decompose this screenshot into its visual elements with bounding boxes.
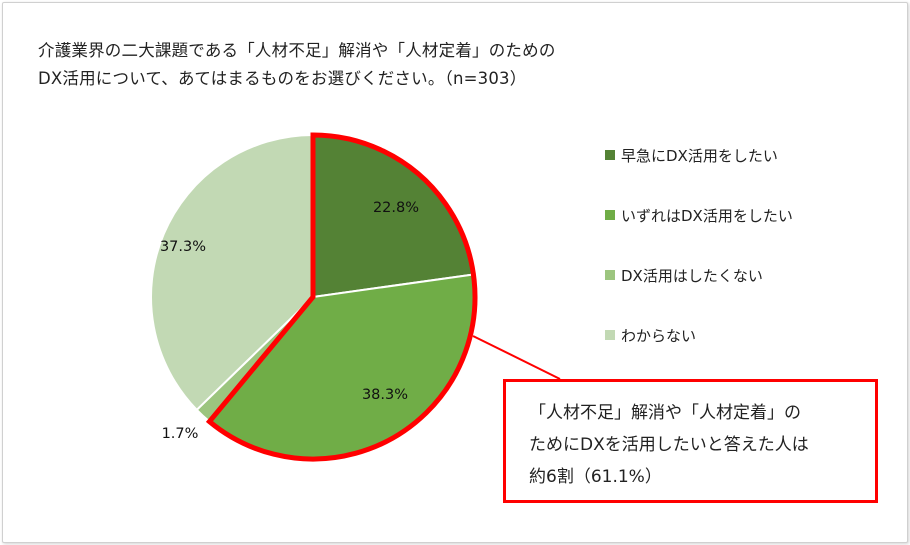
legend-label: 早急にDX活用をしたい (621, 146, 778, 165)
legend-swatch (605, 270, 615, 280)
callout-leader-line (472, 335, 561, 380)
callout-box: 「人材不足」解消や「人材定着」の ためにDXを活用したいと答えた人は 約6割（6… (503, 379, 878, 503)
highlight-outline (205, 132, 478, 462)
chart-title-line-1: 介護業界の二大課題である「人材不足」解消や「人材定着」のための (38, 41, 556, 60)
pie-slice-urgent (312, 133, 475, 299)
legend-swatch (605, 150, 615, 160)
legend-swatch (605, 210, 615, 220)
callout-text-line-3: 約6割（61.1%） (529, 467, 662, 487)
legend-item-unknown: わからない (605, 325, 696, 345)
legend-item-urgent: 早急にDX活用をしたい (605, 145, 778, 165)
legend-item-no: DX活用はしたくない (605, 265, 763, 285)
pie-slice-unknown (150, 133, 314, 412)
data-label-urgent: 22.8% (373, 200, 419, 216)
legend-item-eventually: いずれはDX活用をしたい (605, 205, 793, 225)
data-label-no: 1.7% (162, 426, 199, 442)
data-label-eventually: 38.3% (362, 387, 408, 403)
legend-swatch (605, 330, 615, 340)
callout-text-line-2: ためにDXを活用したいと答えた人は (529, 435, 809, 455)
legend-label: DX活用はしたくない (621, 266, 763, 285)
legend-label: いずれはDX活用をしたい (621, 206, 793, 225)
chart-title-line-2: DX活用について、あてはまるものをお選びください。（n=303） (38, 69, 527, 88)
legend-label: わからない (621, 326, 697, 345)
data-label-unknown: 37.3% (160, 239, 206, 255)
callout-text-line-1: 「人材不足」解消や「人材定着」の (529, 403, 801, 423)
